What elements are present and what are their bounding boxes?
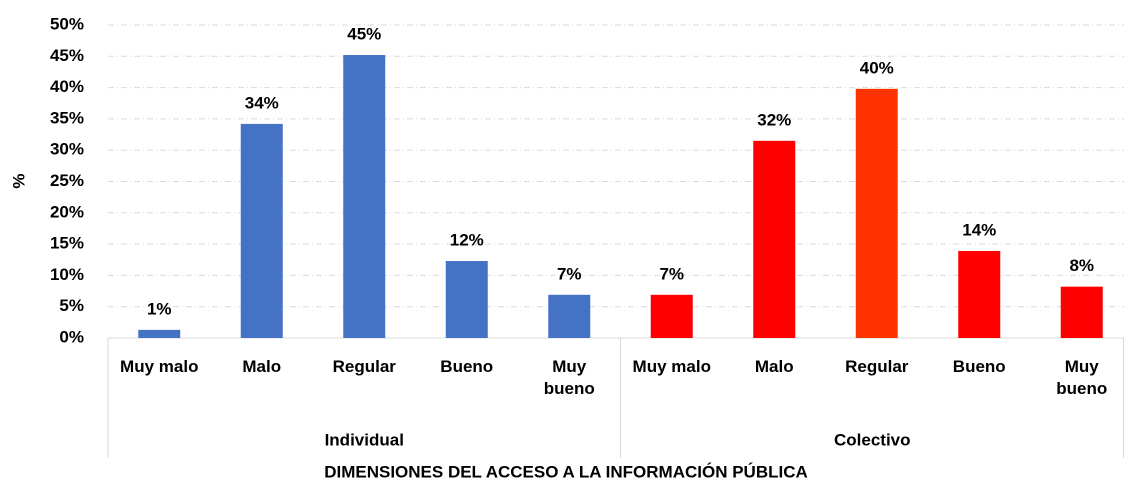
x-tick-label: Bueno	[952, 357, 1006, 376]
x-axis-label: DIMENSIONES DEL ACCESO A LA INFORMACIÓN …	[324, 462, 808, 481]
x-tick-label: Regular	[845, 357, 909, 376]
x-tick-label: Regular	[332, 357, 396, 376]
bar	[1060, 286, 1103, 338]
y-tick-label: 45%	[50, 46, 84, 65]
group-label: Colectivo	[834, 430, 911, 449]
x-tick-label-box: Regular	[845, 357, 909, 376]
bar	[240, 123, 283, 339]
bar	[445, 261, 488, 338]
y-tick-label: 0%	[59, 327, 84, 346]
x-tick-label-box: Bueno	[440, 357, 494, 376]
bar	[855, 88, 898, 339]
x-tick-label-box: Regular	[332, 357, 396, 376]
bar	[650, 294, 693, 338]
x-tick-label: Bueno	[440, 357, 494, 376]
bar	[548, 294, 591, 338]
y-tick-label: 10%	[50, 265, 84, 284]
data-label: 40%	[860, 58, 894, 77]
data-label: 14%	[962, 220, 996, 239]
x-tick-label: Muy malo	[632, 357, 711, 376]
x-tick-label: Muy bueno	[543, 357, 595, 398]
y-tick-label: 35%	[50, 108, 84, 127]
y-tick-label: 5%	[59, 296, 84, 315]
y-tick-label: 40%	[50, 77, 84, 96]
x-tick-label-box: Malo	[242, 357, 282, 376]
data-label: 7%	[557, 264, 582, 283]
x-tick-label: Malo	[754, 357, 794, 376]
y-axis-label: %	[9, 173, 28, 188]
x-tick-label-box: Muy bueno	[1056, 357, 1108, 398]
x-tick-label-box: Muy malo	[120, 357, 199, 376]
data-label: 32%	[757, 110, 791, 129]
x-tick-label: Muy bueno	[1056, 357, 1108, 398]
y-tick-label: 20%	[50, 202, 84, 221]
data-label: 7%	[659, 264, 684, 283]
data-label: 34%	[245, 93, 279, 112]
x-tick-label: Malo	[242, 357, 282, 376]
bar	[343, 55, 386, 338]
y-tick-label: 50%	[50, 14, 84, 33]
bar	[958, 250, 1001, 338]
bar	[138, 329, 181, 338]
x-tick-label-box: Muy bueno	[543, 357, 595, 398]
y-tick-label: 15%	[50, 234, 84, 253]
x-tick-label-box: Muy malo	[632, 357, 711, 376]
x-tick-label-box: Bueno	[952, 357, 1006, 376]
bar	[753, 140, 796, 338]
y-tick-label: 30%	[50, 140, 84, 159]
data-label: 1%	[147, 299, 172, 318]
x-tick-label-box: Malo	[754, 357, 794, 376]
y-tick-label: 25%	[50, 171, 84, 190]
x-tick-label: Muy malo	[120, 357, 199, 376]
group-label: Individual	[325, 430, 404, 449]
data-label: 45%	[347, 25, 381, 44]
data-label: 12%	[450, 230, 484, 249]
data-label: 8%	[1069, 256, 1094, 275]
